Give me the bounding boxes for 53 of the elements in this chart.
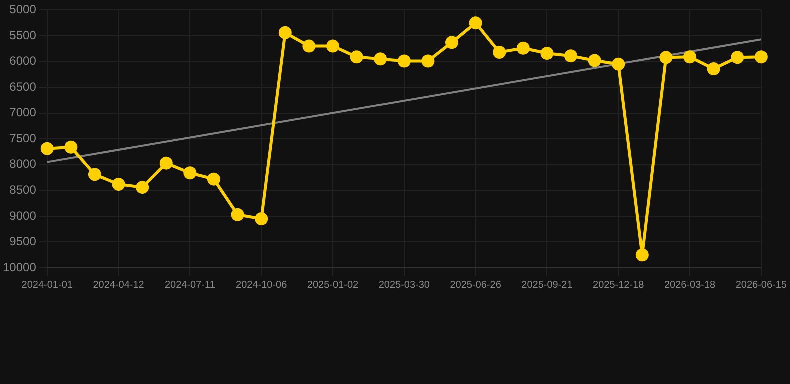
point: [612, 58, 626, 71]
point: [326, 40, 340, 53]
point: [754, 50, 768, 64]
x-tick-label: 2024-01-01: [22, 280, 74, 291]
y-tick-label: 7500: [10, 131, 37, 146]
point: [112, 178, 126, 191]
point: [255, 212, 268, 226]
point: [564, 50, 578, 63]
point: [588, 54, 602, 68]
x-tick-label: 2025-09-21: [522, 280, 574, 291]
point: [207, 172, 220, 186]
point: [516, 42, 530, 55]
point: [40, 142, 54, 156]
point: [350, 50, 364, 64]
y-tick-label: 9000: [10, 208, 37, 223]
y-tick-label: 9500: [10, 234, 37, 249]
point: [493, 46, 506, 59]
x-tick-label: 2025-06-26: [450, 280, 502, 291]
x-tick-label: 2024-10-06: [236, 280, 288, 291]
y-tick-label: 8000: [10, 157, 37, 172]
x-tick-label: 2024-04-12: [93, 280, 145, 291]
point: [684, 50, 697, 64]
point: [302, 40, 316, 53]
point: [64, 140, 78, 154]
y-tick-label: 6500: [10, 80, 37, 94]
point: [660, 51, 673, 64]
y-tick-label: 6000: [10, 54, 37, 68]
x-tick-label: 2025-03-30: [378, 280, 430, 291]
point: [422, 54, 435, 68]
x-tick-label: 2025-01-02: [307, 280, 360, 291]
point: [707, 62, 720, 76]
point: [540, 47, 554, 60]
y-tick-label: 8500: [10, 182, 37, 197]
point: [231, 208, 244, 222]
point: [636, 248, 649, 262]
x-tick-label: 2026-06-15: [736, 280, 788, 291]
point: [446, 36, 458, 50]
point: [278, 26, 292, 40]
point: [398, 54, 411, 68]
point: [731, 51, 744, 64]
y-tick-label: 10000: [2, 260, 37, 274]
y-tick-label: 5000: [10, 2, 37, 17]
point: [136, 181, 150, 194]
point: [184, 166, 197, 180]
x-tick-label: 2025-12-18: [593, 280, 645, 291]
y-tick-label: 7000: [10, 106, 37, 120]
point: [88, 168, 102, 182]
point: [160, 156, 173, 170]
point: [374, 52, 388, 66]
x-tick-label: 2024-07-11: [164, 280, 216, 291]
y-tick-label: 5500: [10, 28, 37, 42]
x-tick-label: 2026-03-18: [664, 280, 716, 291]
point: [469, 16, 482, 30]
